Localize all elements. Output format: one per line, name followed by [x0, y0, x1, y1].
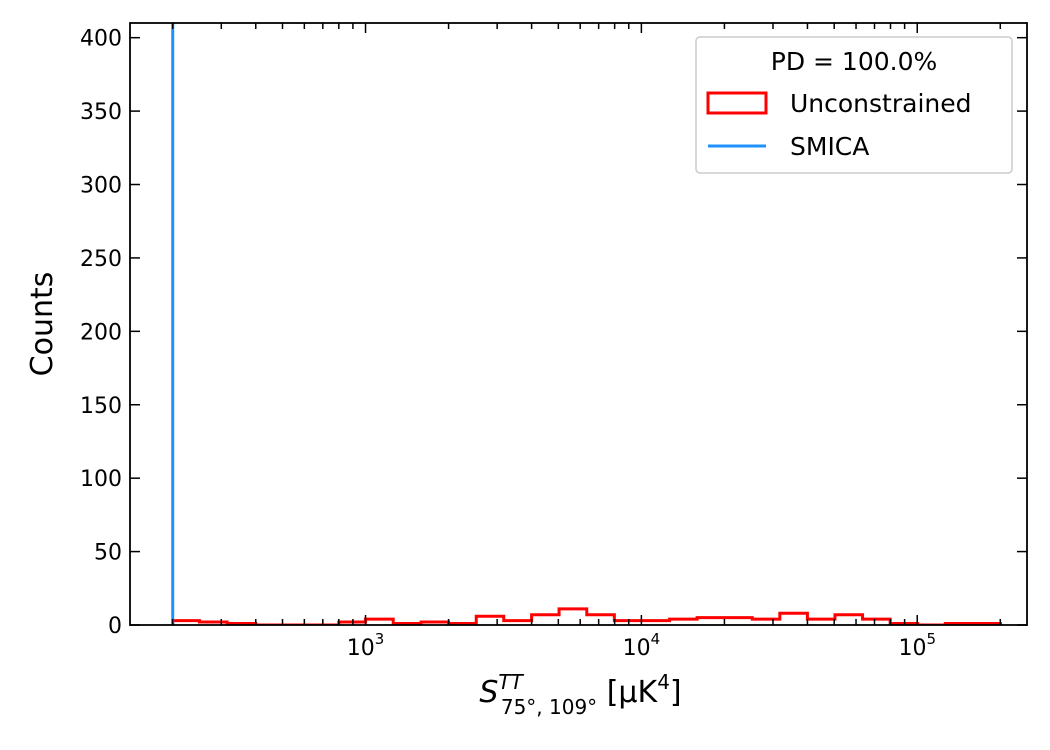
- y-tick-label: 50: [94, 541, 122, 566]
- x-axis-label: STT 75°, 109° [μK4]: [479, 670, 681, 719]
- legend-box: [695, 36, 1013, 174]
- y-axis-label: Counts: [25, 272, 60, 377]
- legend-swatch-unconstrained: [706, 91, 768, 115]
- axes: 103 104 105 0 50 100 150 200 250 300 350 400 Counts S…: [25, 22, 1028, 719]
- y-tick-label: 250: [80, 247, 122, 272]
- x-tick-label: 104: [623, 630, 661, 661]
- legend-label-smica: SMICA: [790, 132, 869, 161]
- plot-area: [171, 23, 1002, 625]
- y-tick-label: 300: [80, 174, 122, 199]
- legend: PD = 100.0% Unconstrained SMICA: [695, 36, 1013, 174]
- histogram-unconstrained: [171, 607, 1002, 625]
- y-tick-label: 400: [80, 27, 122, 52]
- y-tick-label: 150: [80, 394, 122, 419]
- plot-content: [171, 23, 1002, 625]
- y-tick-label: 200: [80, 320, 122, 345]
- y-tick-label: 350: [80, 100, 122, 125]
- legend-label-unconstrained: Unconstrained: [790, 89, 972, 118]
- y-tick-label: 100: [80, 467, 122, 492]
- legend-title: PD = 100.0%: [771, 47, 938, 76]
- x-tick-label: 105: [898, 630, 936, 661]
- plot-frame: [129, 22, 1028, 626]
- x-tick-label: 103: [347, 630, 385, 661]
- y-tick-label: 0: [108, 614, 122, 639]
